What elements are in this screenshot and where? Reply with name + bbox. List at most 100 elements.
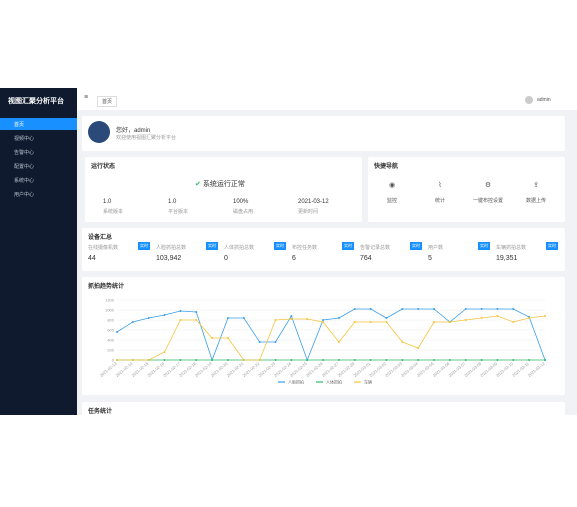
- point: [353, 308, 356, 310]
- y-tick-label: 600: [107, 328, 114, 333]
- point: [433, 308, 436, 310]
- stat-label: 用户数: [428, 245, 444, 251]
- point: [544, 315, 546, 317]
- nav-item[interactable]: 统计: [434, 198, 445, 204]
- point: [464, 359, 467, 361]
- stat-value: 19,351: [496, 255, 518, 262]
- stat-badge: 实时: [342, 242, 354, 250]
- point: [147, 359, 150, 361]
- point: [179, 310, 182, 312]
- nav-icon: ⚙: [484, 182, 492, 189]
- avatar: [525, 96, 533, 104]
- nav-item[interactable]: 一键布控设置: [472, 198, 503, 204]
- tab[interactable]: 首页: [97, 96, 118, 107]
- point: [480, 308, 483, 310]
- y-tick-label: 200: [107, 348, 114, 353]
- point: [496, 308, 499, 310]
- point: [116, 331, 118, 333]
- point: [337, 317, 340, 319]
- point: [242, 317, 245, 319]
- menu-toggle[interactable]: ≡: [84, 94, 89, 101]
- status-text: 系统运行正常: [202, 181, 245, 188]
- status-label: 系统版本: [103, 209, 124, 215]
- nav-item[interactable]: 监控: [386, 198, 397, 204]
- menu-item[interactable]: 配置中心: [14, 164, 35, 170]
- nav-item[interactable]: 数据上传: [525, 198, 546, 204]
- point: [179, 359, 182, 361]
- series-line: [117, 315, 546, 361]
- menu-item[interactable]: 用户中心: [14, 192, 35, 198]
- app-title: 视图汇聚分析平台: [8, 98, 64, 105]
- point: [337, 341, 340, 343]
- y-tick-label: 400: [107, 338, 114, 343]
- point: [116, 359, 118, 361]
- stat-badge: 实时: [478, 242, 490, 250]
- point: [322, 321, 325, 323]
- point: [226, 337, 229, 339]
- point: [290, 359, 293, 361]
- point: [163, 359, 166, 361]
- point: [306, 318, 309, 320]
- card-title: 快捷导航: [374, 164, 399, 170]
- point: [195, 359, 198, 361]
- profile-avatar: [88, 121, 110, 143]
- menu-item[interactable]: 视频中心: [14, 136, 35, 142]
- point: [131, 321, 134, 323]
- point: [322, 319, 325, 321]
- point: [401, 359, 404, 361]
- point: [369, 321, 372, 323]
- series-line: [116, 308, 546, 362]
- stat-label: 人脸抓拍总数: [156, 245, 187, 251]
- sidebar: 视图汇聚分析平台 首页视频中心告警中心配置中心系统中心用户中心: [0, 88, 77, 415]
- stat-label: 在线摄像机数: [88, 245, 119, 251]
- status-label: 磁盘占用: [233, 209, 254, 215]
- point: [512, 321, 515, 323]
- nav-icon: ⇪: [533, 182, 539, 189]
- point: [401, 308, 404, 310]
- point: [179, 319, 182, 321]
- point: [528, 359, 531, 361]
- point: [211, 337, 214, 339]
- point: [258, 341, 261, 343]
- stat-value: 6: [292, 255, 296, 262]
- point: [163, 314, 166, 316]
- stat-label: 人体抓拍总数: [224, 245, 255, 251]
- status-value: 1.0: [103, 199, 112, 205]
- bottom-card: 任务统计: [82, 402, 565, 422]
- point: [290, 315, 293, 317]
- point: [242, 359, 245, 361]
- point: [464, 308, 467, 310]
- point: [226, 359, 229, 361]
- stat-label: 告警记录总数: [360, 245, 391, 251]
- stat-label: 布控任务数: [292, 245, 318, 251]
- menu-item[interactable]: 首页: [0, 118, 77, 130]
- status-value: 2021-03-12: [298, 199, 329, 205]
- menu-item[interactable]: 系统中心: [14, 178, 35, 184]
- username[interactable]: admin: [537, 97, 551, 103]
- point: [322, 359, 325, 361]
- stat-value: 44: [88, 255, 96, 262]
- card-title: 运行状态: [91, 164, 116, 170]
- profile-name: 您好，admin: [116, 128, 151, 134]
- point: [274, 319, 277, 321]
- topbar: ≡ 首页 admin: [77, 88, 577, 110]
- point: [433, 321, 436, 323]
- menu-item[interactable]: 告警中心: [14, 150, 35, 156]
- card-title: 任务统计: [88, 409, 113, 415]
- status-label: 平台版本: [168, 209, 189, 215]
- point: [353, 321, 356, 323]
- status-value: 100%: [233, 199, 249, 205]
- point: [385, 359, 388, 361]
- point: [258, 359, 261, 361]
- point: [480, 317, 483, 319]
- status-value: 1.0: [168, 199, 177, 205]
- card-title: 设备汇总: [88, 235, 113, 241]
- chart-title: 抓拍趋势统计: [88, 284, 125, 290]
- stat-value: 764: [360, 255, 372, 262]
- point: [480, 359, 483, 361]
- main: ≡ 首页 admin 您好，admin 欢迎使用视图汇聚分析平台 运行状态 ✔ …: [77, 88, 577, 422]
- y-tick-label: 1200: [105, 298, 115, 303]
- point: [226, 317, 229, 319]
